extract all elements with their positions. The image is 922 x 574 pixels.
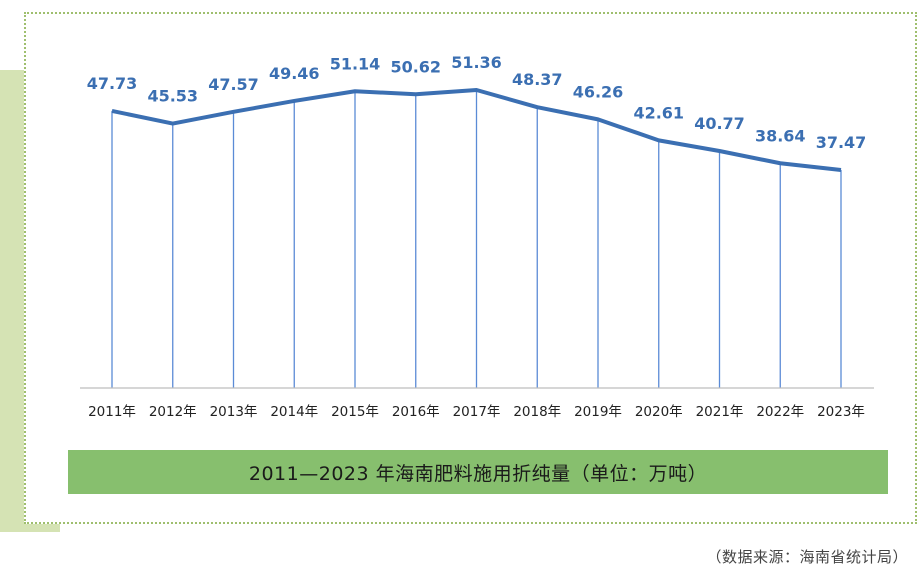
data-label: 42.61 xyxy=(633,103,684,122)
x-tick-label: 2020年 xyxy=(635,404,683,420)
x-tick-label: 2023年 xyxy=(817,404,865,420)
data-label: 45.53 xyxy=(147,87,198,106)
data-source-note: （数据来源：海南省统计局） xyxy=(706,548,908,566)
x-tick-label: 2018年 xyxy=(513,404,561,420)
x-tick-label: 2021年 xyxy=(696,404,744,420)
data-label: 38.64 xyxy=(755,126,806,145)
data-label: 48.37 xyxy=(512,70,563,89)
data-label: 51.36 xyxy=(451,53,502,72)
x-tick-label: 2013年 xyxy=(210,404,258,420)
x-tick-label: 2019年 xyxy=(574,404,622,420)
x-tick-label: 2016年 xyxy=(392,404,440,420)
data-label: 47.73 xyxy=(87,74,138,93)
data-label: 46.26 xyxy=(573,82,624,101)
x-tick-label: 2022年 xyxy=(756,404,804,420)
x-tick-label: 2017年 xyxy=(453,404,501,420)
data-label: 47.57 xyxy=(208,75,259,94)
data-label: 49.46 xyxy=(269,64,320,83)
series-line xyxy=(111,88,842,172)
chart-title: 2011—2023 年海南肥料施用折纯量（单位：万吨） xyxy=(248,462,708,485)
x-tick-label: 2011年 xyxy=(88,404,136,420)
data-label: 50.62 xyxy=(390,57,441,76)
data-label: 51.14 xyxy=(330,54,381,73)
x-tick-label: 2015年 xyxy=(331,404,379,420)
data-label: 40.77 xyxy=(694,114,745,133)
x-tick-label: 2012年 xyxy=(149,404,197,420)
chart-title-bar: 2011—2023 年海南肥料施用折纯量（单位：万吨） xyxy=(68,450,888,494)
x-tick-label: 2014年 xyxy=(270,404,318,420)
data-label: 37.47 xyxy=(816,133,867,152)
